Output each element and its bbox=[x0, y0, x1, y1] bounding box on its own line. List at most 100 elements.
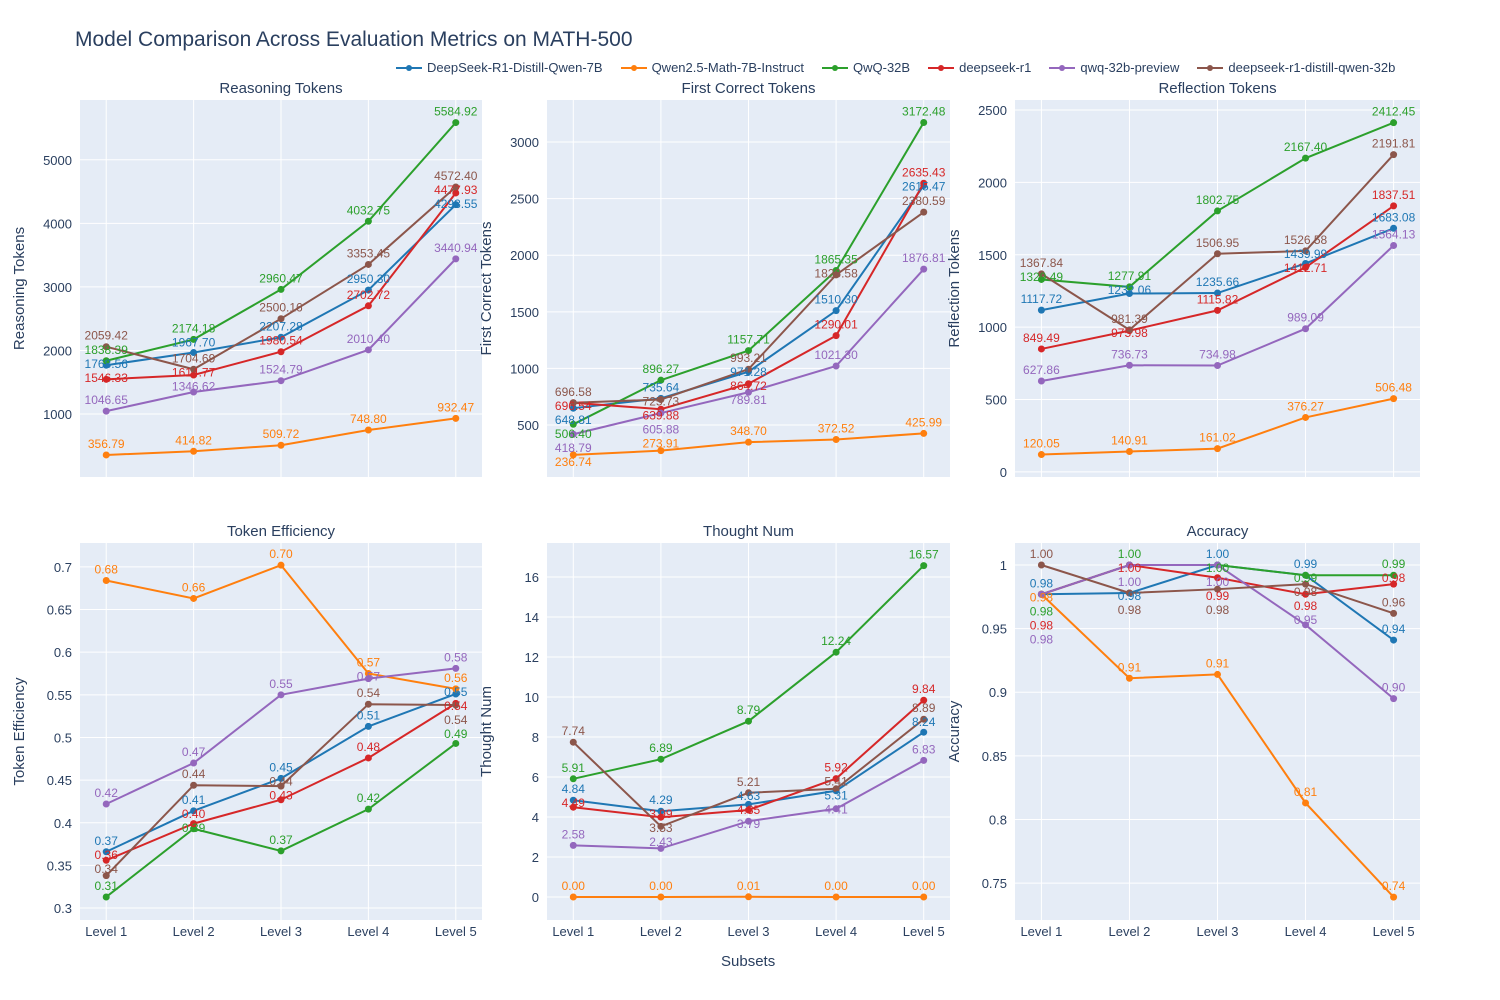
data-point bbox=[569, 803, 577, 811]
data-label: 414.82 bbox=[175, 433, 212, 447]
data-label: 0.37 bbox=[95, 834, 119, 848]
x-tick-label: Level 1 bbox=[552, 924, 594, 939]
legend-item[interactable]: QwQ-32B bbox=[822, 60, 910, 75]
data-label: 2500.16 bbox=[259, 301, 303, 315]
data-label: 1838.39 bbox=[85, 343, 129, 357]
data-label: 896.27 bbox=[643, 362, 680, 376]
data-point bbox=[1302, 799, 1310, 807]
data-labels: 7.74 5.91 4.844.49 2.58 0.00 6.89 4.293.993.53… bbox=[562, 548, 939, 893]
y-tick-label: 1000 bbox=[510, 361, 539, 376]
data-point bbox=[569, 404, 577, 412]
subplot-title: Reasoning Tokens bbox=[219, 80, 342, 97]
data-labels: 0.680.420.370.360.340.310.660.470.440.41… bbox=[95, 547, 468, 893]
data-label: 0.42 bbox=[95, 786, 119, 800]
data-label: 989.09 bbox=[1287, 311, 1324, 325]
legend-label: deepseek-r1-distill-qwen-32b bbox=[1228, 60, 1396, 75]
data-point bbox=[102, 407, 110, 415]
data-point bbox=[1390, 695, 1398, 703]
subplot-token-efficiency: 0.3 0.35 0.4 0.45 0.5 0.55 0.6 0.65 0.7 Level 1 Le… bbox=[11, 523, 482, 939]
x-tick-label: Level 3 bbox=[1197, 924, 1239, 939]
data-point bbox=[102, 375, 110, 383]
y-tick-label: 0.6 bbox=[54, 645, 72, 660]
legend-item[interactable]: deepseek-r1-distill-qwen-32b bbox=[1197, 60, 1395, 75]
data-point bbox=[277, 691, 285, 699]
data-point bbox=[277, 315, 285, 323]
data-label: 1876.81 bbox=[902, 251, 946, 265]
data-point bbox=[1302, 590, 1310, 598]
series bbox=[102, 739, 460, 901]
series bbox=[569, 118, 928, 428]
data-label: 506.40 bbox=[555, 427, 592, 441]
data-point bbox=[569, 451, 577, 459]
data-label: 696.58 bbox=[555, 385, 592, 399]
data-label: 3.53 bbox=[649, 821, 673, 835]
data-label: 2191.81 bbox=[1372, 137, 1416, 151]
data-label: 981.39 bbox=[1111, 312, 1148, 326]
data-point bbox=[569, 399, 577, 407]
data-label: 0.99 bbox=[1294, 557, 1318, 571]
y-tick-label: 1000 bbox=[43, 407, 72, 422]
series bbox=[102, 700, 460, 880]
data-point bbox=[364, 700, 372, 708]
data-label: 0.99 bbox=[1206, 589, 1230, 603]
data-label: 0.44 bbox=[269, 774, 293, 788]
y-tick-label: 14 bbox=[525, 610, 539, 625]
data-label: 1683.08 bbox=[1372, 210, 1416, 224]
data-label: 0.90 bbox=[1382, 681, 1406, 695]
data-point bbox=[452, 201, 460, 209]
data-point bbox=[745, 717, 752, 725]
data-point bbox=[1390, 580, 1398, 588]
data-label: 0.00 bbox=[562, 879, 586, 893]
data-point bbox=[1125, 326, 1133, 334]
data-label: 1117.72 bbox=[1021, 292, 1063, 306]
data-point bbox=[920, 179, 928, 187]
data-label: 0.98 bbox=[1030, 632, 1054, 646]
series bbox=[1037, 151, 1398, 334]
data-label: 4.49 bbox=[562, 796, 586, 810]
data-point bbox=[1390, 893, 1398, 901]
data-label: 5584.92 bbox=[434, 105, 478, 119]
data-label: 0.41 bbox=[182, 793, 206, 807]
data-point bbox=[1390, 151, 1398, 159]
legend-item[interactable]: deepseek-r1 bbox=[928, 60, 1031, 75]
data-label: 0.81 bbox=[1294, 785, 1318, 799]
data-label: 1232.06 bbox=[1108, 283, 1152, 297]
series bbox=[1037, 119, 1398, 291]
data-label: 1.00 bbox=[1030, 547, 1054, 561]
legend-label: QwQ-32B bbox=[853, 60, 911, 75]
data-point bbox=[190, 447, 198, 455]
data-point bbox=[1214, 362, 1221, 370]
legend-item[interactable]: Qwen2.5-Math-7B-Instruct bbox=[620, 60, 804, 75]
data-point bbox=[657, 844, 665, 852]
series bbox=[102, 183, 460, 373]
legend-item[interactable]: DeepSeek-R1-Distill-Qwen-7B bbox=[396, 60, 603, 75]
x-tick-label: Level 4 bbox=[1285, 924, 1327, 939]
data-point bbox=[745, 365, 752, 373]
data-point bbox=[364, 426, 372, 434]
data-label: 0.34 bbox=[95, 862, 119, 876]
data-label: 425.99 bbox=[905, 415, 942, 429]
data-point bbox=[920, 118, 928, 126]
data-label: 639.88 bbox=[643, 408, 680, 422]
data-point bbox=[102, 800, 110, 808]
data-point bbox=[832, 362, 840, 370]
legend-swatch bbox=[620, 64, 647, 71]
data-label: 5.21 bbox=[737, 775, 761, 789]
data-label: 0.01 bbox=[737, 879, 761, 893]
data-point bbox=[920, 208, 928, 216]
data-point bbox=[277, 333, 285, 341]
data-label: 2380.59 bbox=[902, 194, 946, 208]
data-point bbox=[569, 841, 577, 849]
data-point bbox=[569, 775, 577, 783]
data-label: 1021.30 bbox=[814, 348, 858, 362]
legend-item[interactable]: qwq-32b-preview bbox=[1049, 60, 1179, 75]
data-label: 1290.01 bbox=[814, 318, 858, 332]
data-label: 0.98 bbox=[1294, 599, 1318, 613]
data-point bbox=[1214, 445, 1221, 453]
data-point bbox=[277, 782, 285, 790]
data-label: 0.51 bbox=[357, 708, 381, 722]
data-label: 4477.93 bbox=[434, 183, 478, 197]
data-point bbox=[920, 893, 928, 901]
data-point bbox=[452, 414, 460, 422]
